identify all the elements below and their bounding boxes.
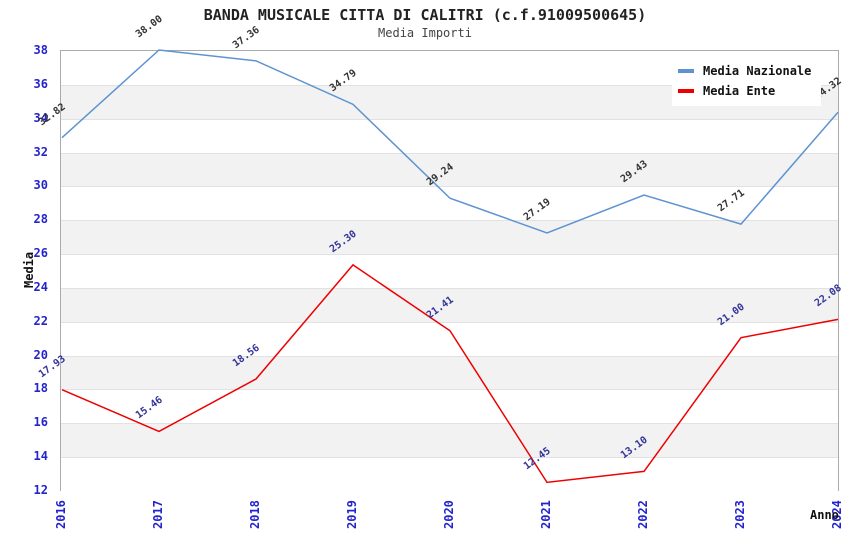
gridline [61, 389, 838, 391]
legend-item: Media Ente [678, 81, 811, 101]
y-tick-label: 38 [33, 43, 48, 57]
plot-area [60, 50, 839, 491]
gridline [61, 287, 838, 289]
legend: Media Nazionale Media Ente [672, 56, 822, 106]
x-axis-title: Anno [810, 508, 839, 522]
gridline [61, 254, 838, 256]
legend-line-marker [678, 69, 694, 73]
y-tick-label: 14 [33, 449, 48, 464]
y-tick-label: 16 [33, 415, 48, 430]
x-tick-label: 2017 [151, 500, 165, 529]
x-tick-label: 2019 [345, 500, 359, 529]
grid-band [61, 254, 838, 288]
y-tick-label: 36 [33, 76, 48, 91]
legend-line-marker [678, 89, 694, 93]
x-tick-label: 2023 [733, 500, 747, 529]
grid-band [61, 389, 838, 424]
chart-subtitle: Media Importi [378, 26, 472, 40]
y-tick-label: 20 [33, 347, 48, 362]
y-tick-label: 26 [33, 246, 48, 261]
grid-band [61, 287, 838, 322]
y-axis-title: Media [22, 251, 36, 288]
chart-title: BANDA MUSICALE CITTA DI CALITRI (c.f.910… [203, 6, 647, 24]
gridline [61, 152, 838, 154]
gridline [61, 118, 838, 120]
y-tick-label: 28 [33, 212, 48, 227]
x-tick-label: 2022 [636, 500, 650, 529]
legend-label: Media Ente [703, 84, 776, 98]
y-tick-label: 22 [33, 313, 48, 328]
x-tick-label: 2018 [248, 500, 262, 529]
gridline [61, 423, 838, 425]
grid-band [61, 355, 838, 390]
legend-label: Media Nazionale [703, 64, 812, 78]
grid-band [61, 152, 838, 187]
grid-band [61, 423, 838, 458]
y-tick-label: 18 [33, 381, 48, 396]
x-tick-label: 2020 [442, 500, 456, 529]
gridline [61, 186, 838, 188]
x-tick-label: 2016 [54, 500, 68, 529]
y-tick-label: 24 [33, 279, 48, 294]
gridline [61, 355, 838, 357]
grid-band [61, 321, 838, 356]
grid-band [61, 118, 838, 153]
legend-item: Media Nazionale [678, 61, 811, 81]
gridline [61, 220, 838, 222]
grid-band [61, 457, 838, 491]
gridline [61, 321, 838, 323]
grid-band [61, 220, 838, 255]
x-tick-label: 2021 [539, 500, 553, 529]
gridline [61, 457, 838, 459]
y-tick-label: 32 [33, 144, 48, 159]
y-tick-label: 12 [33, 483, 48, 497]
grid-band [61, 186, 838, 221]
y-tick-label: 34 [33, 110, 48, 125]
y-tick-label: 30 [33, 178, 48, 193]
